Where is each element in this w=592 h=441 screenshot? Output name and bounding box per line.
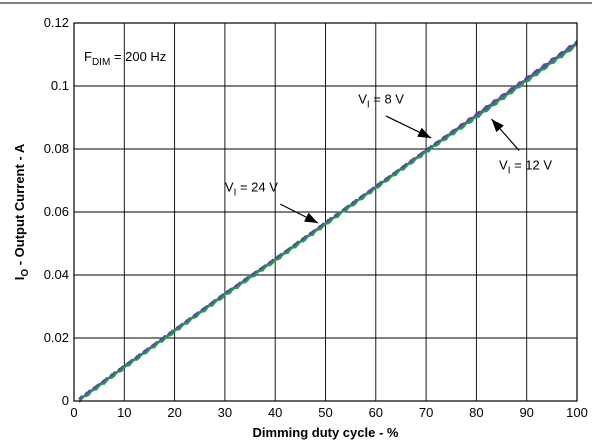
y-tick-label: 0.1: [51, 78, 69, 93]
x-tick-labels: 0 10 20 30 40 50 60 70 80 90 100: [70, 405, 587, 420]
condition-sub: DIM: [92, 57, 110, 68]
x-tick-label: 60: [369, 405, 383, 420]
series-line: [78, 44, 578, 403]
annotation-arrowhead: [491, 119, 504, 133]
x-tick-label: 30: [218, 405, 232, 420]
y-tick-labels: 0 0.02 0.04 0.06 0.08 0.1 0.12: [44, 15, 69, 408]
y-tick-label: 0.06: [44, 204, 69, 219]
annotation-main: V: [358, 91, 367, 106]
plot-frame: [73, 22, 578, 402]
series-line: [78, 43, 578, 401]
annotation-arrowhead: [304, 212, 318, 224]
x-tick-label: 90: [519, 405, 533, 420]
y-tick-label: 0.02: [44, 330, 69, 345]
annotation-rest: = 24 V: [236, 180, 278, 195]
annotation-sub: I: [367, 99, 370, 110]
series-lines: [78, 40, 578, 403]
x-tick-label: 100: [566, 405, 588, 420]
annotation-label: VI = 12 V: [499, 157, 552, 176]
annotation-sub: I: [234, 188, 237, 199]
annotation-arrows: [279, 115, 520, 224]
condition-label: FDIM = 200 Hz: [84, 49, 166, 68]
y-axis-title-sub: O: [20, 269, 31, 277]
annotation-rest: = 12 V: [510, 157, 552, 172]
x-tick-label: 10: [117, 405, 131, 420]
annotation-label: VI = 24 V: [225, 180, 278, 199]
series-line: [78, 40, 578, 400]
y-tick-label: 0.12: [44, 15, 69, 30]
condition-main: F: [84, 49, 92, 64]
annotation-arrowhead: [417, 127, 432, 138]
x-tick-label: 0: [70, 405, 77, 420]
annotation-label: VI = 8 V: [358, 91, 404, 110]
annotation-main: V: [499, 157, 508, 172]
x-tick-label: 40: [268, 405, 282, 420]
y-tick-label: 0: [62, 393, 69, 408]
y-tick-label: 0.08: [44, 141, 69, 156]
y-axis-title-rest: - Output Current - A: [12, 143, 27, 269]
y-tick-label: 0.04: [44, 267, 69, 282]
y-axis-title-main: I: [12, 277, 27, 281]
x-tick-label: 70: [419, 405, 433, 420]
annotation-rest: = 8 V: [370, 91, 405, 106]
annotation-main: V: [225, 180, 234, 195]
x-tick-label: 50: [318, 405, 332, 420]
annotations: VI = 8 VVI = 12 VVI = 24 V: [225, 91, 552, 198]
x-axis-title: Dimming duty cycle - %: [253, 425, 399, 440]
y-axis-title: IO - Output Current - A: [12, 143, 31, 280]
condition-rest: = 200 Hz: [110, 49, 166, 64]
x-tick-label: 20: [167, 405, 181, 420]
x-tick-label: 80: [469, 405, 483, 420]
annotation-sub: I: [508, 165, 511, 176]
grid: [74, 23, 577, 401]
